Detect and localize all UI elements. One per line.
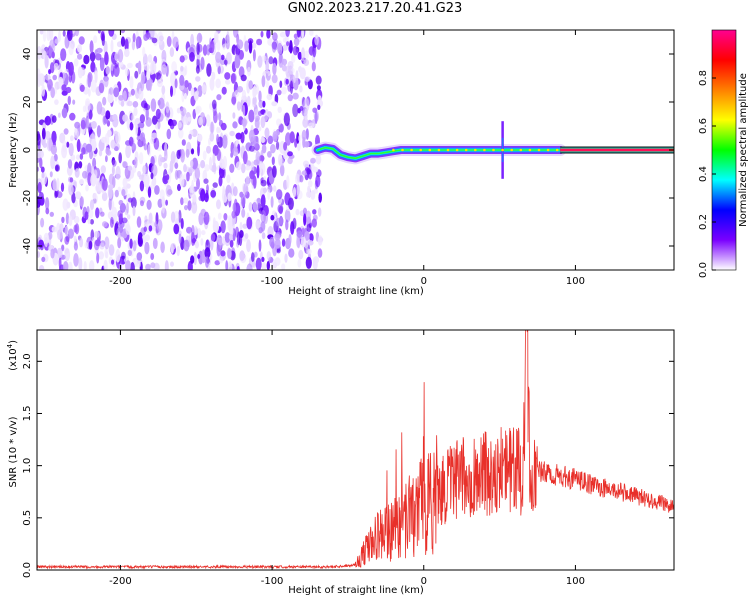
snr-x-label: Height of straight line (km) [288, 585, 424, 596]
snr-panel: -200 -100 0 100 0.0 0.5 1.0 1.5 2.0 Height of s… [6, 329, 675, 596]
snr-x-tick-label: -100 [261, 576, 284, 587]
snr-content [37, 330, 674, 570]
heatmap-x-label: Height of straight line (km) [288, 286, 424, 297]
colorbar-tick-label: 0.6 [698, 118, 709, 134]
colorbar-tick-label: 0.2 [698, 214, 709, 230]
snr-x-tick-label: 0 [421, 576, 427, 587]
colorbar-tick-label: 0.8 [698, 70, 709, 86]
snr-scale-exponent: 4 [6, 343, 14, 348]
snr-y-tick-label: 0.5 [22, 510, 33, 526]
heatmap-y-tick-label: -20 [22, 190, 33, 206]
snr-y-ticks: 0.0 0.5 1.0 1.5 2.0 [22, 353, 674, 578]
snr-y-tick-label: 0.0 [22, 562, 33, 578]
snr-y-label: SNR (10 * v/v) [8, 416, 19, 487]
snr-x-tick-label: 100 [566, 576, 585, 587]
colorbar-ticks: 0.0 0.2 0.4 0.6 0.8 [698, 70, 716, 278]
snr-y-tick-label: 1.0 [22, 458, 33, 474]
heatmap-signal-trace [311, 121, 567, 179]
svg-text:(x104): (x104) [6, 340, 19, 371]
heatmap-y-tick-label: 20 [22, 96, 33, 109]
heatmap-x-tick-label: 0 [421, 276, 427, 287]
heatmap-x-tick-label: -200 [109, 276, 132, 287]
snr-x-ticks: -200 -100 0 100 [109, 330, 585, 587]
heatmap-y-tick-label: -40 [22, 238, 33, 254]
colorbar-gradient [711, 29, 737, 271]
snr-scale-label: (x10 [8, 348, 19, 371]
snr-y-tick-label: 1.5 [22, 406, 33, 422]
snr-scale-factor: (x104) [6, 340, 19, 371]
colorbar-tick-label: 0.0 [698, 262, 709, 278]
colorbar: 0.0 0.2 0.4 0.6 0.8 Normalized spectral ampl… [698, 29, 749, 278]
heatmap-x-tick-label: -100 [261, 276, 284, 287]
heatmap-y-tick-label: 0 [22, 147, 33, 153]
snr-series-line [37, 330, 674, 570]
figure-title: GN02.2023.217.20.41.G23 [287, 1, 463, 16]
heatmap-x-tick-label: 100 [566, 276, 585, 287]
snr-y-tick-label: 2.0 [22, 353, 33, 369]
snr-frame [36, 329, 675, 571]
heatmap-x-ticks: -200 -100 0 100 [109, 30, 585, 287]
heatmap-content [37, 30, 674, 270]
heatmap-noise-region [37, 30, 324, 270]
heatmap-constant-band [560, 146, 674, 154]
colorbar-tick-label: 0.4 [698, 166, 709, 182]
heatmap-y-tick-label: 40 [22, 48, 33, 61]
heatmap-y-label: Frequency (Hz) [8, 112, 19, 188]
colorbar-label: Normalized spectral amplitude [738, 73, 749, 227]
snr-x-tick-label: -200 [109, 576, 132, 587]
heatmap-y-ticks: -40 -20 0 20 40 [22, 48, 674, 254]
